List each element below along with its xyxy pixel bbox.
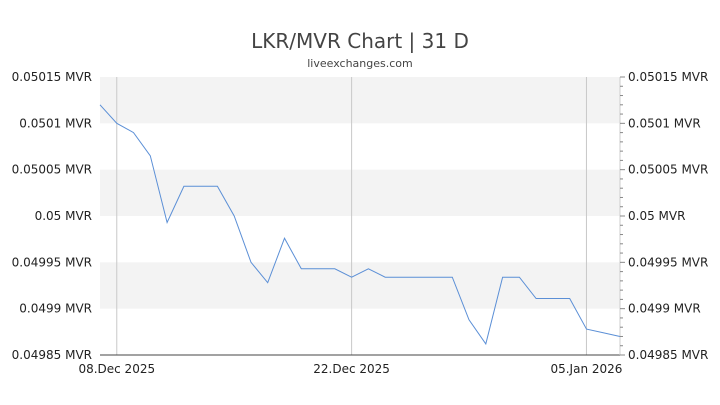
series-line	[99, 104, 621, 346]
grid-band	[100, 262, 620, 309]
y-tick-label-left: 0.0501 MVR	[19, 116, 92, 130]
y-tick-label-right: 0.0501 MVR	[628, 116, 701, 130]
y-tick-label-right: 0.05 MVR	[628, 209, 685, 223]
chart-subtitle: liveexchanges.com	[307, 57, 412, 70]
y-tick-label-right: 0.04995 MVR	[628, 255, 708, 269]
y-tick-label-left: 0.0499 MVR	[19, 302, 92, 316]
chart-title: LKR/MVR Chart | 31 D	[251, 29, 469, 53]
y-tick-label-right: 0.05005 MVR	[628, 163, 708, 177]
grid-band	[100, 169, 620, 216]
y-tick-label-left: 0.04985 MVR	[12, 348, 92, 362]
x-tick-label: 08.Dec 2025	[78, 362, 155, 376]
y-tick-label-right: 0.0499 MVR	[628, 302, 701, 316]
x-tick-label: 22.Dec 2025	[313, 362, 390, 376]
y-tick-label-left: 0.05015 MVR	[12, 70, 92, 84]
y-tick-label-right: 0.04985 MVR	[628, 348, 708, 362]
y-tick-label-left: 0.05005 MVR	[12, 163, 92, 177]
grid-band	[100, 77, 620, 124]
y-tick-label-left: 0.05 MVR	[35, 209, 92, 223]
y-tick-label-right: 0.05015 MVR	[628, 70, 708, 84]
x-tick-label: 05.Jan 2026	[550, 362, 622, 376]
y-tick-label-left: 0.04995 MVR	[12, 255, 92, 269]
